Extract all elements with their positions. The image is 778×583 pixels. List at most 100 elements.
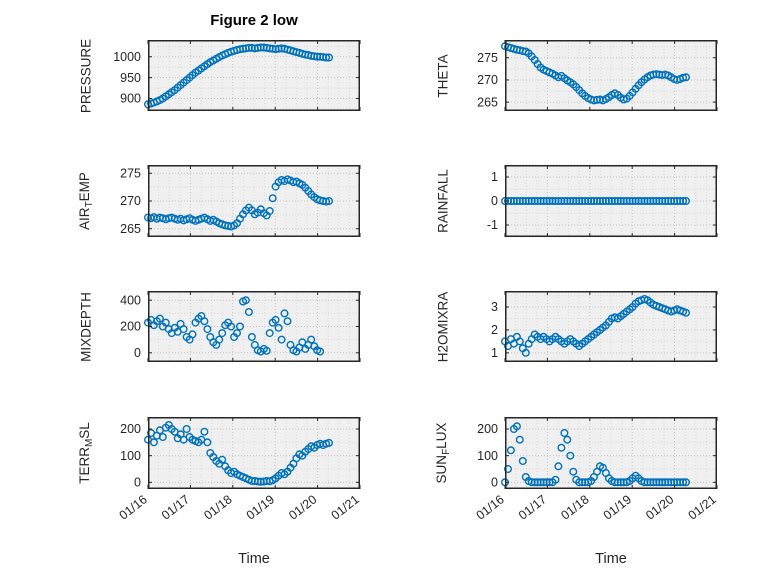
y-tick-label: 275: [120, 167, 141, 181]
y-tick-label: 0: [134, 476, 141, 490]
ylabel-text: PRESSURE: [78, 38, 94, 114]
ylabel-rainfall: RAINFALL: [436, 169, 451, 233]
axis-ticks: [147, 417, 361, 489]
subplot-theta: 265 270 275: [477, 40, 718, 111]
subplot-air-temp: 265 270 275: [120, 165, 361, 237]
x-tick-label: 01/16: [474, 492, 507, 522]
axis-ticks: [504, 417, 718, 489]
y-tick-label: 0: [491, 476, 498, 490]
ylabel-text: SL: [77, 422, 92, 439]
grid: [148, 165, 360, 237]
y-tick-label: -1: [487, 218, 498, 232]
data-markers: [144, 296, 325, 356]
xlabel-time-right: Time: [595, 551, 627, 567]
subplot-sun-flux: 0 100 200 01/16 01/17 01/18 01/19 01/20 01/21: [474, 417, 719, 523]
ylabel-mixdepth: MIXDEPTH: [79, 292, 94, 362]
ylabel-theta: THETA: [436, 54, 451, 97]
axis-ticks: [504, 291, 718, 362]
x-tick-label: 01/20: [643, 492, 676, 522]
data-markers: [144, 175, 333, 231]
y-tick-label: 265: [477, 95, 498, 109]
ylabel-text: H2OMIXRA: [435, 291, 451, 363]
x-tick-label: 01/18: [201, 492, 234, 522]
plot-svg: 265 270 275: [120, 165, 361, 237]
data-markers: [144, 43, 333, 109]
plot-svg: 0 100 200 01/16 01/17 01/18 01/19 01/20 01/21: [117, 417, 362, 523]
plot-svg: -1 0 1: [487, 164, 718, 238]
y-tick-label: 270: [120, 194, 141, 208]
ylabel-text: THETA: [435, 54, 451, 98]
x-tick-label: 01/21: [329, 492, 362, 522]
y-tick-label: 200: [120, 320, 141, 334]
x-tick-label: 01/16: [117, 492, 150, 522]
y-tick-label: 1: [491, 170, 498, 184]
ylabel-subscript: F: [441, 448, 452, 455]
y-tick-label: 900: [120, 92, 141, 106]
x-tick-label: 01/18: [558, 492, 591, 522]
plot-svg: 0 200 400: [120, 291, 361, 362]
subplot-terr-msl: 0 100 200 01/16 01/17 01/18 01/19 01/20 01/21: [117, 417, 362, 523]
axis-ticks: [147, 165, 361, 237]
ylabel-text: SUN: [434, 454, 449, 484]
x-tick-label: 01/19: [244, 492, 277, 522]
subplot-rainfall: -1 0 1: [487, 164, 718, 238]
xlabel-time-left: Time: [238, 551, 270, 567]
data-markers: [501, 42, 690, 105]
y-tick-label: 950: [120, 71, 141, 85]
y-tick-label: 400: [120, 293, 141, 307]
x-tick-label: 01/17: [516, 492, 549, 522]
ylabel-text: LUX: [434, 422, 449, 449]
axes-box: [148, 417, 360, 489]
ylabel-text: EMP: [77, 172, 92, 202]
axes-box: [505, 40, 717, 111]
x-tick-label: 01/20: [286, 492, 319, 522]
y-tick-label: 265: [120, 222, 141, 236]
figure-title: Figure 2 low: [210, 12, 298, 29]
plot-svg: 0 100 200 01/16 01/17 01/18 01/19 01/20 01/21: [474, 417, 719, 523]
y-tick-label: 100: [477, 449, 498, 463]
ylabel-pressure: PRESSURE: [79, 39, 94, 113]
axis-ticks: [504, 165, 718, 237]
subplot-h2omixra: 1 2 3: [491, 291, 718, 362]
y-tick-label: 0: [134, 346, 141, 360]
axis-ticks: [147, 40, 361, 111]
x-tick-label: 01/17: [159, 492, 192, 522]
axis-ticks: [504, 40, 718, 111]
ylabel-text: TERR: [77, 447, 92, 484]
plot-svg: 1 2 3: [491, 291, 718, 362]
y-tick-label: 3: [491, 300, 498, 314]
axes-box: [505, 291, 717, 362]
x-tick-label: 01/21: [686, 492, 719, 522]
y-tick-label: 100: [120, 449, 141, 463]
y-tick-label: 200: [477, 422, 498, 436]
y-tick-label: 1000: [113, 50, 141, 64]
data-markers: [144, 420, 333, 486]
ylabel-h2omixra: H2OMIXRA: [436, 292, 451, 363]
ylabel-subscript: T: [84, 201, 95, 208]
ylabel-subscript: M: [84, 438, 95, 448]
ylabel-air-temp: AIRTEMP: [77, 172, 95, 230]
data-markers: [501, 422, 690, 487]
y-tick-label: 0: [491, 194, 498, 208]
ylabel-sun-flux: SUNFLUX: [434, 423, 452, 484]
axes-box: [148, 40, 360, 111]
ylabel-terr-msl: TERRMSL: [77, 422, 95, 484]
subplot-mixdepth: 0 200 400: [120, 291, 361, 362]
y-tick-label: 1: [491, 346, 498, 360]
ylabel-text: AIR: [77, 207, 92, 230]
axes-box: [505, 417, 717, 489]
y-tick-label: 200: [120, 422, 141, 436]
x-tick-label: 01/19: [601, 492, 634, 522]
y-tick-label: 270: [477, 73, 498, 87]
plot-svg: 265 270 275: [477, 40, 718, 111]
y-tick-label: 275: [477, 51, 498, 65]
grid: [148, 417, 360, 489]
ylabel-text: RAINFALL: [435, 169, 451, 233]
plot-svg: 900 950 1000: [113, 40, 361, 111]
ylabel-text: MIXDEPTH: [78, 292, 94, 362]
subplot-pressure: 900 950 1000: [113, 40, 361, 111]
grid: [505, 40, 717, 111]
grid: [148, 40, 360, 111]
data-markers: [501, 294, 690, 357]
